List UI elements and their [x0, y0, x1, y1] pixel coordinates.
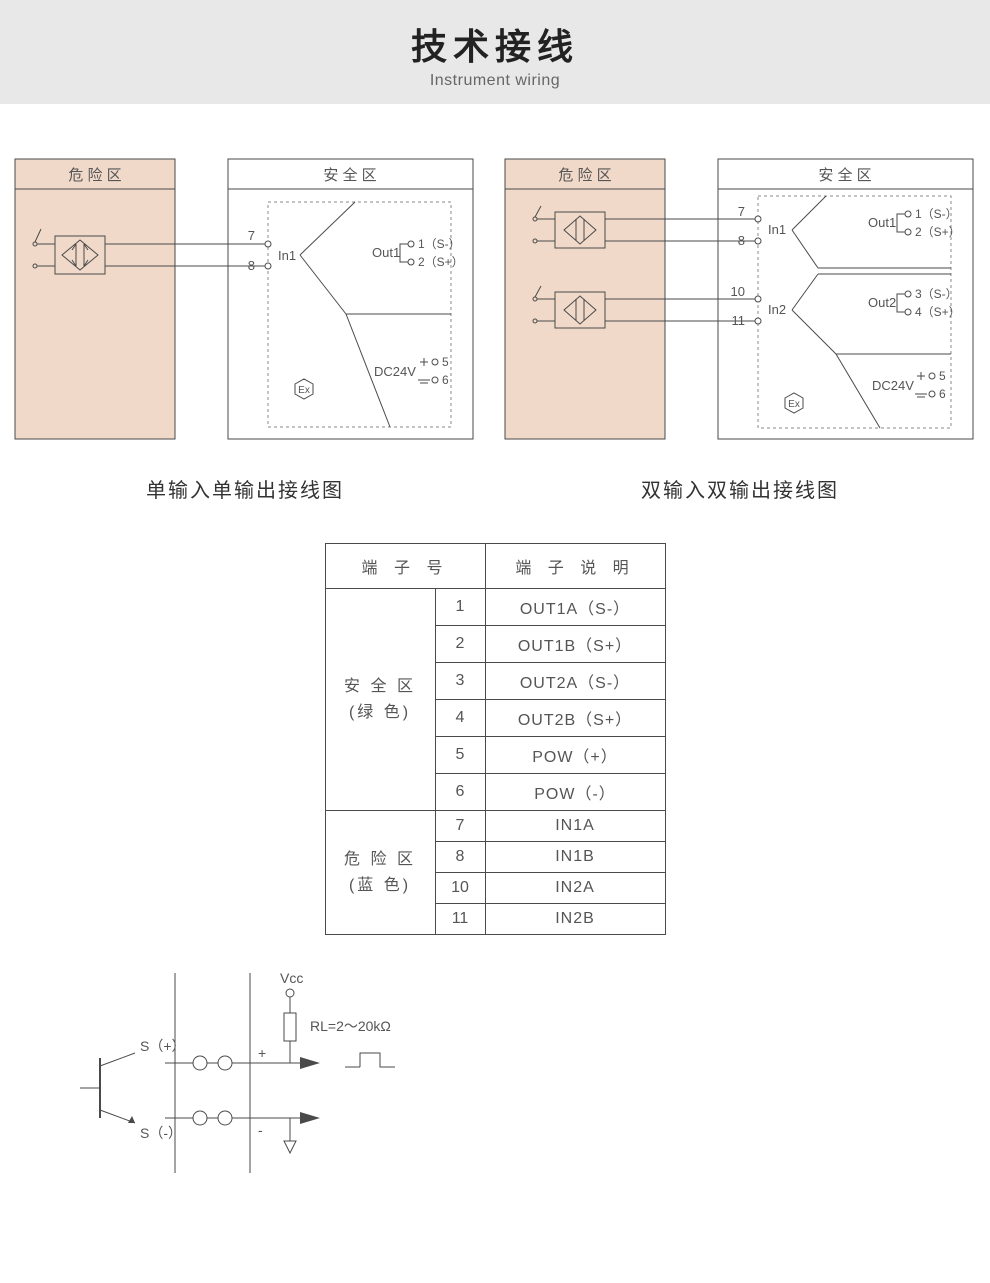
svg-text:Ex: Ex — [788, 399, 800, 410]
terminal-desc: OUT2A（S-） — [485, 663, 665, 700]
svg-text:Vcc: Vcc — [280, 970, 303, 986]
table-row: 安 全 区(绿 色)1OUT1A（S-） — [325, 589, 665, 626]
terminal-num: 1 — [435, 589, 485, 626]
svg-text:DC24V: DC24V — [872, 378, 914, 393]
svg-text:3（S-）: 3（S-） — [915, 287, 958, 301]
svg-text:In1: In1 — [768, 222, 786, 237]
terminal-desc: IN2B — [485, 904, 665, 935]
diagram-single-svg: 危 险 区 安 全 区 — [10, 154, 480, 444]
svg-text:S（-）: S（-） — [140, 1125, 182, 1141]
terminal-desc: IN2A — [485, 873, 665, 904]
th-terminal-number: 端 子 号 — [325, 544, 485, 589]
svg-text:S（+）: S（+） — [140, 1038, 186, 1054]
terminal-desc: IN1B — [485, 842, 665, 873]
hazard-zone-fill — [15, 159, 175, 439]
diagram-dual-svg: 危 险 区 — [500, 154, 980, 444]
header-band: 技术接线 Instrument wiring — [0, 0, 990, 104]
diagram-dual-caption: 双输入双输出接线图 — [500, 474, 980, 503]
page-title-cn: 技术接线 — [0, 18, 990, 70]
svg-text:Ex: Ex — [298, 385, 310, 396]
svg-text:RL=2～20kΩ: RL=2～20kΩ — [310, 1018, 391, 1034]
dc24v-label: DC24V — [374, 364, 416, 379]
ex-mark-icon: Ex — [295, 379, 313, 399]
terminal-num: 11 — [435, 904, 485, 935]
svg-text:8: 8 — [738, 233, 745, 248]
terminal-desc: POW（-） — [485, 774, 665, 811]
terminal-desc: IN1A — [485, 811, 665, 842]
terminal-num: 8 — [435, 842, 485, 873]
svg-text:In2: In2 — [768, 302, 786, 317]
ex-mark-icon-2: Ex — [785, 393, 803, 413]
terminal-6-num: 6 — [442, 373, 449, 387]
terminal-num: 4 — [435, 700, 485, 737]
safe-zone-outline — [228, 159, 473, 439]
terminal-5-dot — [432, 359, 438, 365]
svg-text:6: 6 — [939, 387, 946, 401]
svg-text:4（S+）: 4（S+） — [915, 305, 961, 319]
terminal-desc: POW（+） — [485, 737, 665, 774]
diagram-dual: 危 险 区 — [500, 154, 980, 503]
out1-label: Out1 — [372, 245, 400, 260]
terminal-7-dot — [265, 241, 271, 247]
terminal-1-dot — [408, 241, 414, 247]
page-title-en: Instrument wiring — [0, 72, 990, 90]
terminal-8-num: 8 — [248, 258, 255, 273]
hazard-zone-cell: 危 险 区(蓝 色) — [325, 811, 435, 935]
svg-text:10: 10 — [731, 284, 745, 299]
output-circuit: S（+） S（-） + - Vcc RL=2～20kΩ — [0, 963, 990, 1183]
svg-text:Out2: Out2 — [868, 295, 896, 310]
out1-pin2: 2（S+） — [418, 255, 464, 269]
terminal-desc: OUT1A（S-） — [485, 589, 665, 626]
output-circuit-svg: S（+） S（-） + - Vcc RL=2～20kΩ — [0, 963, 470, 1183]
wiring-diagrams-row: 危 险 区 安 全 区 — [0, 154, 990, 503]
terminal-7-num: 7 — [248, 228, 255, 243]
th-terminal-desc: 端 子 说 明 — [485, 544, 665, 589]
svg-text:7: 7 — [738, 204, 745, 219]
svg-text:5: 5 — [939, 369, 946, 383]
terminal-2-dot — [408, 259, 414, 265]
terminal-desc: OUT1B（S+） — [485, 626, 665, 663]
terminal-num: 5 — [435, 737, 485, 774]
terminal-8-dot — [265, 263, 271, 269]
hazard-zone-label-2: 危 险 区 — [558, 167, 611, 184]
terminal-5-num: 5 — [442, 355, 449, 369]
safe-zone-cell: 安 全 区(绿 色) — [325, 589, 435, 811]
terminal-num: 10 — [435, 873, 485, 904]
diagram-single-caption: 单输入单输出接线图 — [10, 474, 480, 503]
terminal-num: 7 — [435, 811, 485, 842]
svg-text:2（S+）: 2（S+） — [915, 225, 961, 239]
hazard-zone-label: 危 险 区 — [68, 167, 121, 184]
terminal-num: 6 — [435, 774, 485, 811]
diagram-single: 危 险 区 安 全 区 — [10, 154, 480, 503]
svg-text:11: 11 — [732, 313, 746, 328]
safe-zone-label-2: 安 全 区 — [818, 166, 871, 184]
terminal-6-dot — [432, 377, 438, 383]
terminal-num: 3 — [435, 663, 485, 700]
safe-zone-label: 安 全 区 — [323, 166, 376, 184]
terminal-table: 端 子 号 端 子 说 明 安 全 区(绿 色)1OUT1A（S-）2OUT1B… — [325, 543, 666, 935]
svg-text:-: - — [258, 1122, 263, 1138]
svg-text:1（S-）: 1（S-） — [915, 207, 958, 221]
table-row: 危 险 区(蓝 色)7IN1A — [325, 811, 665, 842]
svg-text:+: + — [258, 1045, 266, 1061]
terminal-num: 2 — [435, 626, 485, 663]
svg-text:Out1: Out1 — [868, 215, 896, 230]
terminal-desc: OUT2B（S+） — [485, 700, 665, 737]
in1-label: In1 — [278, 248, 296, 263]
out1-pin1: 1（S-） — [418, 237, 461, 251]
